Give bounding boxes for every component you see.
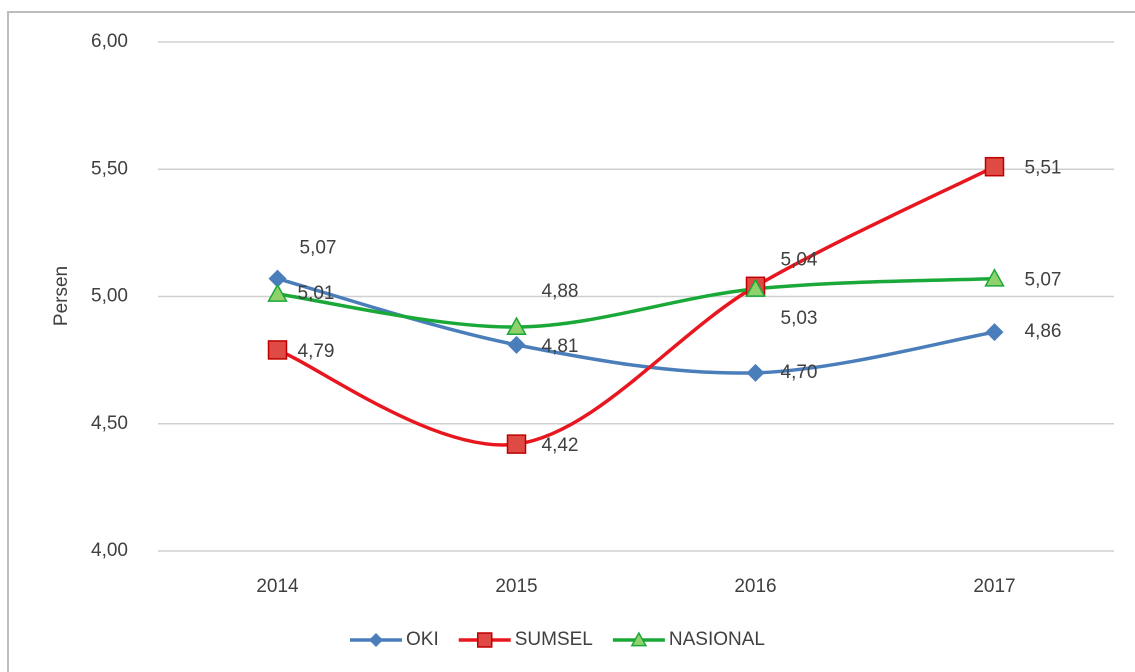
y-axis-label: Persen xyxy=(51,266,72,326)
marker xyxy=(506,316,527,335)
marker xyxy=(507,335,526,354)
data-label: 5,51 xyxy=(1025,158,1062,179)
y-tick-label: 6,00 xyxy=(91,31,128,52)
chart-frame xyxy=(7,11,1135,672)
marker xyxy=(267,283,288,302)
marker xyxy=(506,434,527,454)
data-label: 4,86 xyxy=(1025,321,1062,342)
marker xyxy=(267,340,288,360)
marker xyxy=(984,156,1005,177)
legend-marker xyxy=(476,632,493,648)
series-line xyxy=(276,165,996,447)
data-label: 5,01 xyxy=(298,283,335,304)
data-label: 5,07 xyxy=(1025,270,1062,291)
series-line xyxy=(277,276,995,375)
data-label: 4,70 xyxy=(781,362,818,383)
marker xyxy=(985,323,1004,342)
x-tick-label: 2016 xyxy=(734,576,776,597)
x-tick-label: 2017 xyxy=(973,576,1015,597)
legend-label: SUMSEL xyxy=(515,629,593,650)
legend-marker xyxy=(369,633,383,647)
legend-label: OKI xyxy=(406,629,439,650)
data-label: 5,07 xyxy=(300,238,337,259)
y-tick-label: 4,50 xyxy=(91,413,128,434)
data-label: 5,03 xyxy=(781,308,818,329)
marker xyxy=(984,268,1005,287)
marker xyxy=(745,278,766,297)
legend-marker xyxy=(630,631,648,647)
data-label: 4,79 xyxy=(298,341,335,362)
marker xyxy=(268,269,287,288)
x-tick-label: 2014 xyxy=(256,576,299,597)
legend-label: NASIONAL xyxy=(669,629,765,650)
data-label: 5,04 xyxy=(781,249,818,270)
y-tick-label: 5,00 xyxy=(91,286,128,307)
data-label: 4,81 xyxy=(542,336,579,357)
marker xyxy=(746,363,765,382)
y-tick-label: 4,00 xyxy=(91,540,128,561)
data-label: 4,88 xyxy=(542,281,579,302)
y-tick-label: 5,50 xyxy=(91,158,128,179)
series-line xyxy=(277,276,995,329)
x-tick-label: 2015 xyxy=(495,576,537,597)
data-label: 4,42 xyxy=(542,435,579,456)
